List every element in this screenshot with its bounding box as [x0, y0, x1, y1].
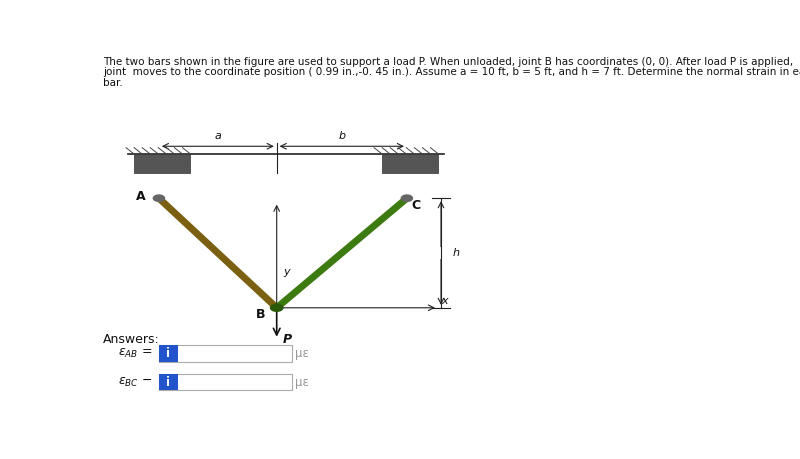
- Text: με: με: [295, 375, 309, 388]
- Bar: [159, 345, 292, 362]
- Text: joint  moves to the coordinate position ( 0.99 in.,-0. 45 in.). Assume a = 10 ft: joint moves to the coordinate position (…: [103, 67, 800, 78]
- Text: a: a: [214, 131, 222, 141]
- Bar: [382, 154, 438, 174]
- Bar: [159, 374, 292, 391]
- Text: P: P: [283, 332, 292, 346]
- Text: C: C: [412, 199, 421, 212]
- Text: Answers:: Answers:: [103, 332, 160, 346]
- Text: i: i: [166, 375, 170, 388]
- Text: με: με: [295, 347, 309, 360]
- Bar: [159, 374, 178, 391]
- Circle shape: [154, 195, 165, 202]
- Text: bar.: bar.: [103, 78, 123, 88]
- Text: B: B: [256, 308, 266, 321]
- Text: $\varepsilon_{AB}$ =: $\varepsilon_{AB}$ =: [118, 347, 153, 360]
- Circle shape: [402, 195, 413, 202]
- Bar: [134, 154, 190, 174]
- Text: A: A: [136, 190, 146, 203]
- Text: $\varepsilon_{BC}$ −: $\varepsilon_{BC}$ −: [118, 375, 153, 389]
- Text: y: y: [283, 268, 290, 277]
- Text: h: h: [452, 248, 459, 258]
- Circle shape: [270, 304, 283, 311]
- Text: The two bars shown in the figure are used to support a load P. When unloaded, jo: The two bars shown in the figure are use…: [103, 57, 794, 67]
- Text: x: x: [441, 296, 448, 306]
- Text: i: i: [166, 347, 170, 360]
- Text: b: b: [338, 131, 346, 141]
- Bar: [159, 345, 178, 362]
